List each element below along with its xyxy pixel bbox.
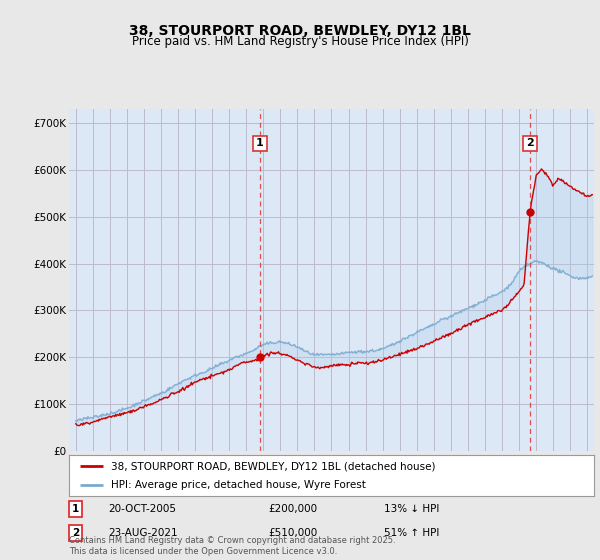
Text: 1: 1 [256,138,264,148]
Text: 38, STOURPORT ROAD, BEWDLEY, DY12 1BL: 38, STOURPORT ROAD, BEWDLEY, DY12 1BL [129,24,471,38]
Text: 13% ↓ HPI: 13% ↓ HPI [384,505,439,514]
Text: £200,000: £200,000 [269,505,317,514]
Text: HPI: Average price, detached house, Wyre Forest: HPI: Average price, detached house, Wyre… [111,480,366,489]
Text: 51% ↑ HPI: 51% ↑ HPI [384,528,439,538]
Text: 2: 2 [526,138,534,148]
Text: 20-OCT-2005: 20-OCT-2005 [109,505,176,514]
Text: 23-AUG-2021: 23-AUG-2021 [109,528,178,538]
Text: 2: 2 [71,528,79,538]
Text: £510,000: £510,000 [269,528,318,538]
Text: 38, STOURPORT ROAD, BEWDLEY, DY12 1BL (detached house): 38, STOURPORT ROAD, BEWDLEY, DY12 1BL (d… [111,461,436,471]
Text: Price paid vs. HM Land Registry's House Price Index (HPI): Price paid vs. HM Land Registry's House … [131,35,469,49]
Text: 1: 1 [71,505,79,514]
Text: Contains HM Land Registry data © Crown copyright and database right 2025.
This d: Contains HM Land Registry data © Crown c… [69,536,395,556]
